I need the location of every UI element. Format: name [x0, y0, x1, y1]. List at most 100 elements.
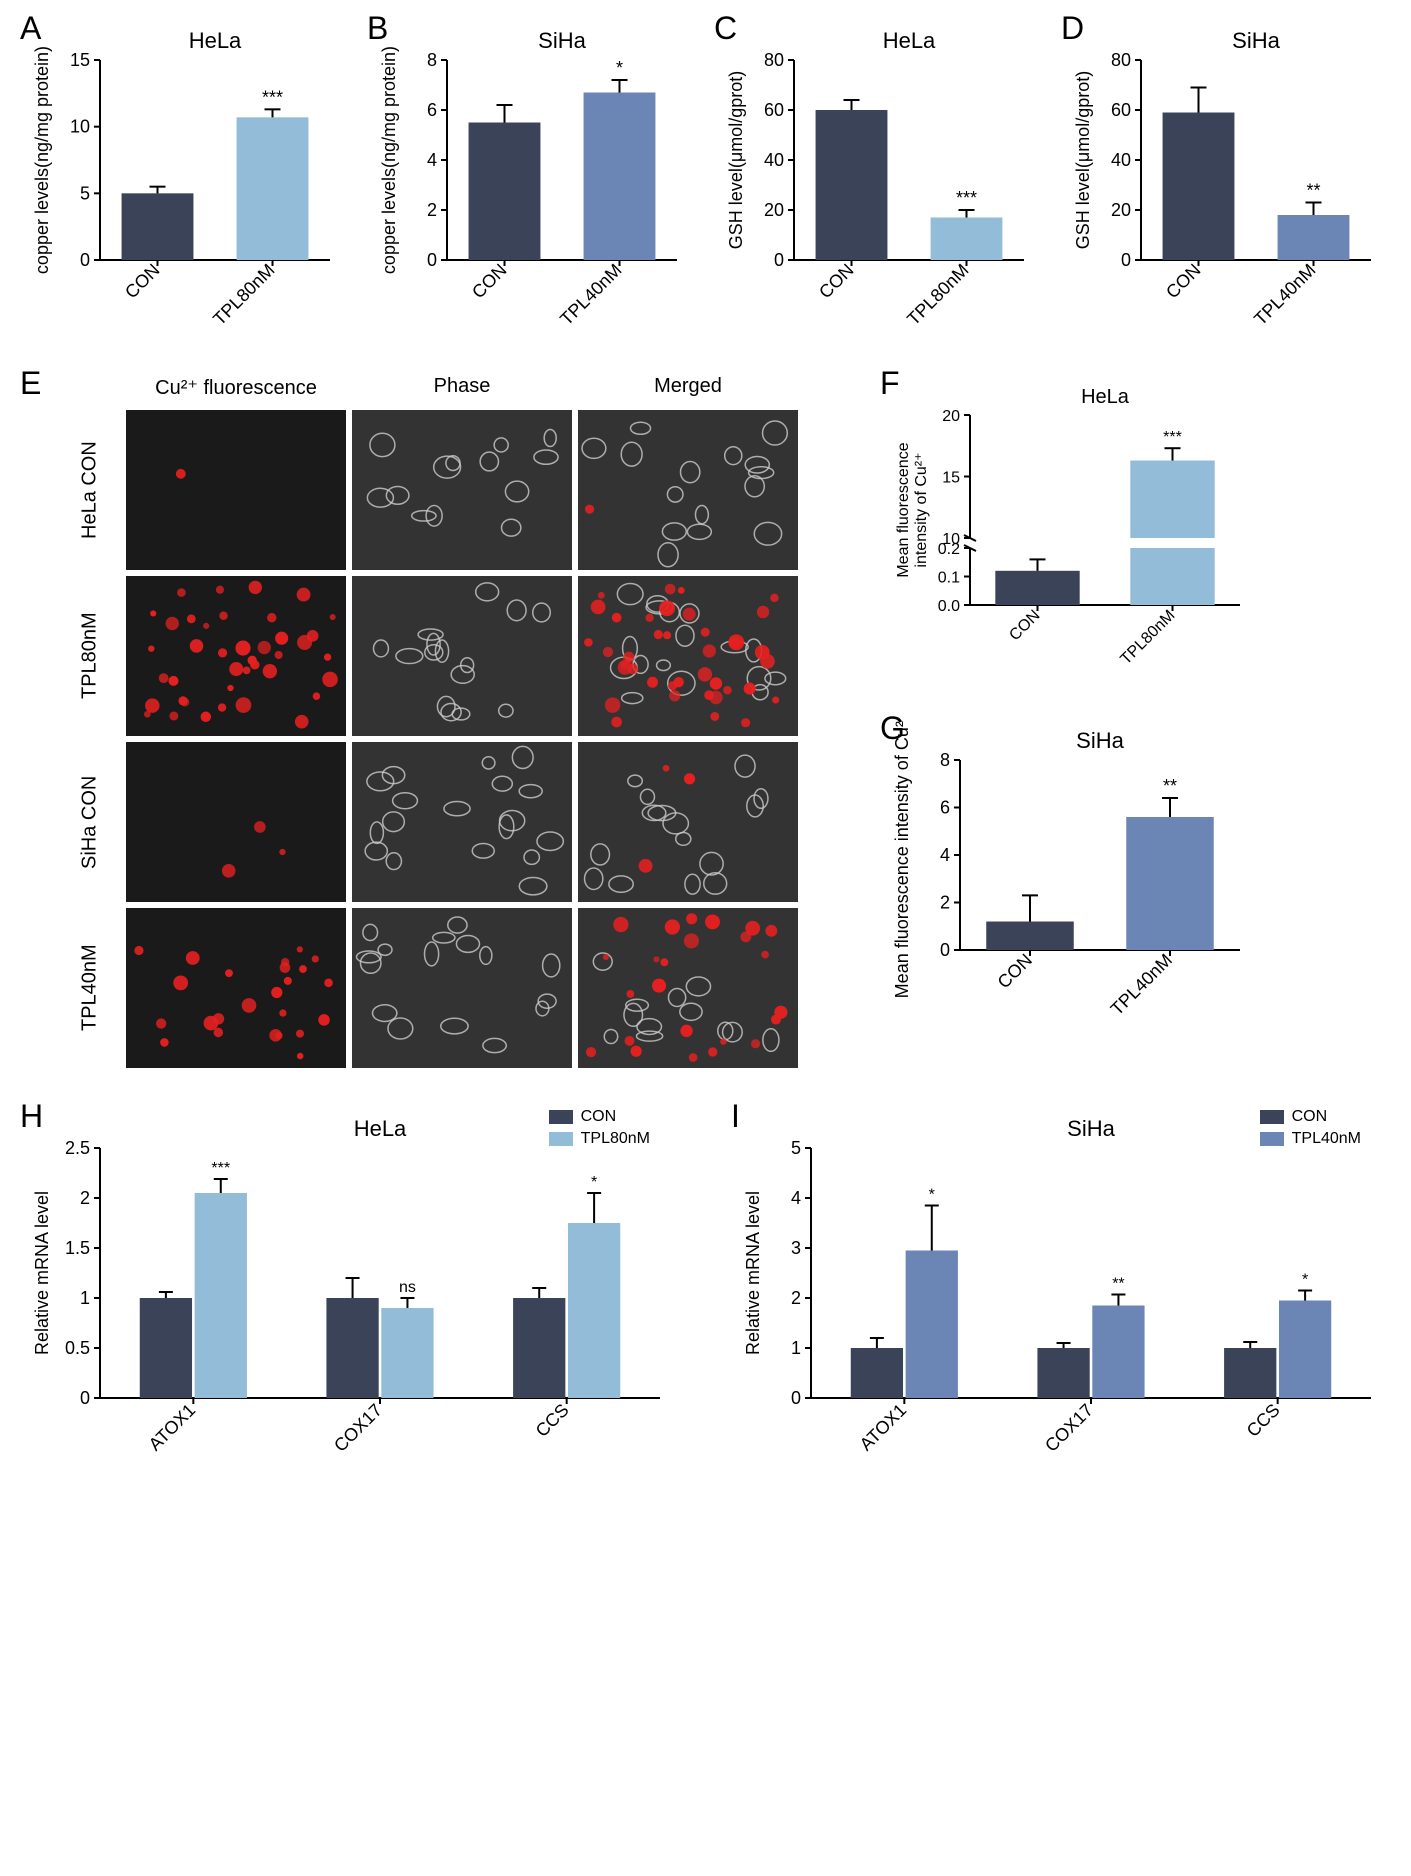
legend-swatch: [549, 1132, 573, 1146]
chart-title: HeLa: [189, 28, 242, 53]
micro-fluorescence: [126, 908, 346, 1068]
ytick-label: 0: [791, 1388, 801, 1408]
xtick-label: TPL80nM: [209, 260, 278, 329]
ytick-label: 6: [940, 798, 950, 818]
ytick-label: 40: [1111, 150, 1131, 170]
micro-fluorescence: [126, 410, 346, 570]
ytick-label: 0: [1121, 250, 1131, 270]
fluor-overlay: [126, 576, 346, 736]
ytick-label: 2: [791, 1288, 801, 1308]
micro-merged: [578, 908, 798, 1068]
micro-phase: [352, 576, 572, 736]
micro-merged: [578, 410, 798, 570]
bar: [237, 117, 309, 260]
micro-row-label: HeLa CON: [60, 410, 120, 570]
bar: [931, 218, 1003, 261]
bar: [326, 1298, 378, 1398]
ylabel: GSH level(μmol/gprot): [1073, 71, 1093, 249]
microscopy-grid: Cu²⁺ fluorescencePhaseMergedHeLa CONTPL8…: [60, 375, 810, 1068]
bar-upper: [1130, 461, 1214, 538]
panel-label: C: [714, 10, 737, 47]
bar: [140, 1298, 192, 1398]
bar-chart: 02468CON*TPL40nMSiHacopper levels(ng/mg …: [377, 20, 687, 340]
legend-item: CON: [549, 1108, 650, 1126]
panel-label: H: [20, 1098, 43, 1135]
ytick-label: 0: [427, 250, 437, 270]
sig-label: *: [1302, 1272, 1308, 1289]
micro-col-header: Merged: [578, 375, 798, 404]
panel-label: D: [1061, 10, 1084, 47]
sig-label: **: [1306, 181, 1320, 201]
micro-merged: [578, 576, 798, 736]
ytick-label: 0.5: [65, 1338, 90, 1358]
ylabel: Mean fluorescence: [895, 442, 912, 577]
bar: [513, 1298, 565, 1398]
ytick-label: 5: [80, 183, 90, 203]
xtick-label: CON: [121, 260, 163, 302]
ytick-label: 0: [80, 1388, 90, 1408]
legend-label: TPL80nM: [581, 1130, 650, 1148]
panel-d: D020406080CON**TPL40nMSiHaGSH level(μmol…: [1071, 20, 1381, 345]
micro-fluorescence: [126, 576, 346, 736]
fg-column: F1015200.00.10.2CON***TPL80nMHeLaMean fl…: [890, 375, 1250, 1068]
xtick-label: CON: [815, 260, 857, 302]
bar: [122, 193, 194, 260]
grouped-bar-chart: 00.511.522.5***ATOX1nsCOX17*CCSHeLaRelat…: [30, 1108, 670, 1488]
bar-chart: 020406080CON**TPL40nMSiHaGSH level(μmol/…: [1071, 20, 1381, 340]
phase-cells: [352, 742, 572, 902]
fluor-overlay: [126, 742, 346, 902]
xtick-label: TPL80nM: [903, 260, 972, 329]
ytick-label: 60: [764, 100, 784, 120]
ytick-label: 60: [1111, 100, 1131, 120]
panel-label: I: [731, 1098, 740, 1135]
bar: [469, 123, 541, 261]
panel-label: F: [880, 365, 900, 402]
row-hi: H00.511.522.5***ATOX1nsCOX17*CCSHeLaRela…: [30, 1108, 1381, 1493]
xtick-label: TPL80nM: [1117, 607, 1178, 668]
bar: [851, 1348, 903, 1398]
legend-item: TPL40nM: [1260, 1130, 1361, 1148]
chart-title: HeLa: [354, 1116, 407, 1141]
xtick-label: COX17: [1041, 1400, 1097, 1456]
sig-label: ***: [956, 188, 977, 208]
panel-a: A051015CON***TPL80nMHeLacopper levels(ng…: [30, 20, 340, 345]
panel-b: B02468CON*TPL40nMSiHacopper levels(ng/mg…: [377, 20, 687, 345]
ytick-label: 1: [80, 1288, 90, 1308]
legend-item: TPL80nM: [549, 1130, 650, 1148]
bar: [1092, 1306, 1144, 1399]
ytick-label: 10: [70, 117, 90, 137]
ytick-label: 1: [791, 1338, 801, 1358]
ytick-label: 0.2: [938, 541, 960, 558]
bar-chart: 051015CON***TPL80nMHeLacopper levels(ng/…: [30, 20, 340, 340]
legend-swatch: [549, 1110, 573, 1124]
xtick-label: TPL40nM: [1250, 260, 1319, 329]
xtick-label: CON: [1006, 607, 1043, 644]
ylabel: intensity of Cu²⁺: [913, 452, 930, 567]
sig-label: *: [591, 1174, 597, 1191]
sig-label: **: [1112, 1276, 1124, 1293]
panel-e: E Cu²⁺ fluorescencePhaseMergedHeLa CONTP…: [30, 375, 810, 1068]
ytick-label: 2: [940, 893, 950, 913]
fluor-overlay: [126, 410, 346, 570]
chart-title: SiHa: [1076, 728, 1124, 753]
ytick-label: 4: [791, 1188, 801, 1208]
micro-merged: [578, 742, 798, 902]
sig-label: ***: [211, 1160, 230, 1177]
micro-phase: [352, 908, 572, 1068]
ytick-label: 40: [764, 150, 784, 170]
bar: [995, 571, 1079, 605]
chart-title: SiHa: [1067, 1116, 1115, 1141]
legend-item: CON: [1260, 1108, 1361, 1126]
panel-c: C020406080CON***TPL80nMHeLaGSH level(μmo…: [724, 20, 1034, 345]
row-abcd: A051015CON***TPL80nMHeLacopper levels(ng…: [30, 20, 1381, 345]
ytick-label: 0: [80, 250, 90, 270]
chart-title: HeLa: [1081, 386, 1130, 408]
xtick-label: ATOX1: [145, 1400, 200, 1455]
sig-label: *: [929, 1187, 935, 1204]
ytick-label: 80: [764, 50, 784, 70]
bar: [1126, 817, 1214, 950]
ytick-label: 20: [764, 200, 784, 220]
ylabel: copper levels(ng/mg protein): [379, 46, 399, 274]
ytick-label: 8: [427, 50, 437, 70]
figure: A051015CON***TPL80nMHeLacopper levels(ng…: [30, 20, 1381, 1493]
